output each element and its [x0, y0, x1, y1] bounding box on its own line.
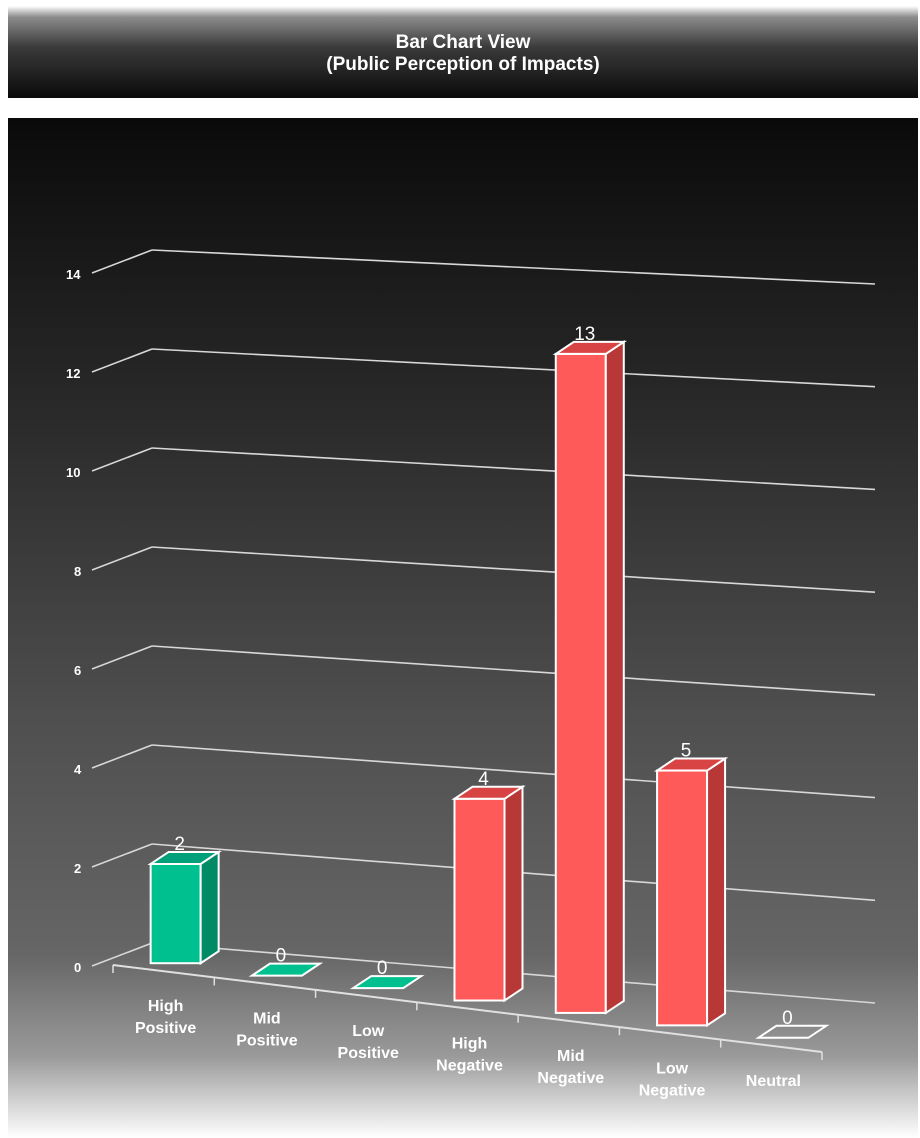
gridline: [151, 546, 876, 593]
bar-side: [199, 850, 220, 966]
gridline-side: [91, 843, 153, 868]
gridline-side: [91, 348, 153, 373]
gridline: [151, 744, 876, 799]
y-tick-label: 6: [74, 663, 81, 678]
x-axis-line: [112, 964, 823, 1053]
gridline: [151, 348, 876, 388]
bar-side: [604, 340, 625, 1015]
chart-title-bar: Bar Chart View (Public Perception of Imp…: [8, 6, 918, 98]
data-label: 0: [377, 958, 388, 979]
gridline: [151, 249, 876, 285]
x-tick-label: Low: [656, 1060, 689, 1077]
bar-top: [653, 757, 729, 772]
data-label: 0: [782, 1008, 793, 1029]
bar-zero: [349, 975, 425, 990]
gridline-side: [91, 546, 153, 571]
gridline-side: [91, 744, 153, 769]
gridline-side: [91, 942, 153, 967]
bar-top: [552, 340, 628, 355]
bar-top: [147, 850, 222, 865]
x-tick-label: Negative: [436, 1058, 503, 1075]
x-tick-label: Negative: [639, 1082, 706, 1099]
data-label: 4: [478, 769, 489, 790]
bar: [656, 769, 709, 1027]
y-tick-label: 14: [66, 267, 81, 282]
x-tick-label: Neutral: [746, 1073, 801, 1090]
y-tick-label: 10: [66, 465, 80, 480]
y-tick-label: 2: [74, 861, 81, 876]
gridline-side: [91, 645, 153, 670]
x-tick-label: Positive: [135, 1020, 196, 1037]
y-tick-label: 8: [74, 564, 81, 579]
x-tick-label: Low: [352, 1023, 385, 1040]
chart-title: Bar Chart View: [395, 32, 531, 53]
bar-zero: [248, 962, 324, 977]
y-tick-label: 12: [66, 366, 80, 381]
data-label: 2: [174, 834, 185, 855]
gridline-side: [91, 447, 153, 472]
x-tick-label: Positive: [338, 1045, 399, 1062]
bar: [453, 797, 506, 1002]
bar-side: [503, 784, 524, 1003]
x-tick-label: High: [148, 998, 184, 1015]
bar: [554, 352, 607, 1014]
x-tick-label: Positive: [236, 1033, 297, 1050]
x-tick-label: Negative: [537, 1070, 604, 1087]
bar: [149, 862, 202, 965]
gridline-side: [91, 249, 153, 274]
y-tick-label: 0: [74, 960, 81, 975]
bar-zero: [755, 1024, 830, 1039]
bar-top: [451, 785, 526, 800]
gridline: [151, 645, 876, 696]
data-label: 0: [276, 946, 287, 967]
data-label: 5: [681, 741, 692, 762]
x-tick-label: Mid: [557, 1048, 585, 1065]
x-tick-label: Mid: [253, 1011, 281, 1028]
x-tick-label: High: [452, 1036, 488, 1053]
gridline: [151, 447, 876, 491]
data-label: 13: [574, 324, 595, 345]
bar-side: [706, 756, 727, 1028]
chart-subtitle: (Public Perception of Impacts): [326, 54, 600, 75]
y-tick-label: 4: [74, 762, 82, 777]
